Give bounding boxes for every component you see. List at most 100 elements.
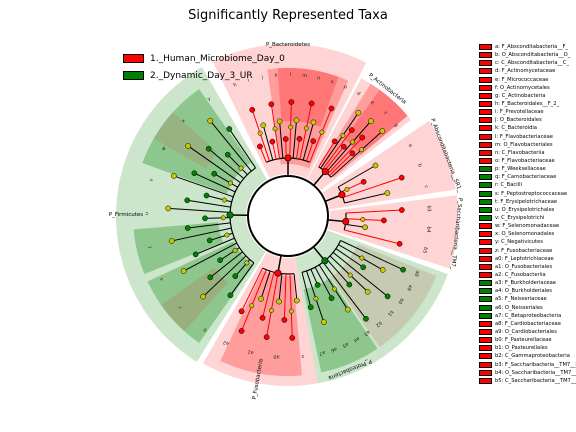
taxa-legend-entry: a3: F_Burkholderiaceae <box>479 279 576 287</box>
taxa-legend-label: b4: O_Saccharibacteria__TM7__O_ <box>495 369 576 376</box>
taxa-legend-swatch <box>479 206 492 213</box>
clade-sector <box>153 112 218 169</box>
taxa-legend-label: y: C_Negativicutes <box>495 239 543 246</box>
taxa-legend-swatch <box>479 288 492 295</box>
branch-line <box>270 104 280 159</box>
phylum-node <box>226 211 234 219</box>
clade-marker-letter: u <box>145 212 150 215</box>
taxa-legend-swatch <box>479 44 492 51</box>
taxa-legend-swatch <box>479 190 492 197</box>
class-legend: 1._Human_Microbiome_Day_0 2._Dynamic_Day… <box>123 50 285 84</box>
taxa-legend-swatch <box>479 280 492 287</box>
taxa-legend-label: x: O_Selenomonadales <box>495 231 555 238</box>
clade-marker-letter: p <box>343 85 348 91</box>
clade-marker-letter: m <box>302 74 308 80</box>
clade-sector <box>295 230 448 384</box>
branch-line <box>227 154 248 175</box>
clade-node <box>344 186 350 192</box>
clade-node <box>340 143 347 150</box>
clade-node <box>217 257 223 264</box>
clade-node <box>360 178 367 185</box>
clade-node <box>332 286 338 292</box>
taxa-legend-entry: a6: O_Neisseriales <box>479 304 576 312</box>
taxa-legend-label: b3: F_Saccharibacteria__TM7__F_ <box>495 361 576 368</box>
branch-line <box>327 137 363 175</box>
taxa-legend-entry: d: F_Actinomycetaceae <box>479 67 576 75</box>
branch-line <box>342 177 402 198</box>
clade-node <box>319 129 325 135</box>
taxa-legend-swatch <box>479 84 492 91</box>
clade-node <box>249 303 255 309</box>
phylum-node <box>321 168 329 176</box>
clade-node <box>362 224 369 231</box>
clade-node <box>203 192 210 199</box>
taxa-legend-entry: x: O_Selenomonadales <box>479 230 576 238</box>
clade-node <box>228 180 233 186</box>
branch-line <box>330 130 383 178</box>
clade-marker-letter: l <box>290 72 291 78</box>
taxa-legend-swatch <box>479 76 492 83</box>
branch-line <box>241 269 267 332</box>
taxa-legend-entry: y: C_Negativicutes <box>479 238 576 246</box>
taxa-legend-entry: s: F_Peptostreptococcaceae <box>479 190 576 198</box>
clade-node <box>359 255 365 261</box>
clade-node <box>205 145 212 152</box>
clade-marker-letter: b1 <box>386 309 395 318</box>
taxa-legend-entry: j: O_Bacteroidales <box>479 116 576 124</box>
clade-marker-letter: b4 <box>425 226 432 233</box>
clade-node <box>360 217 366 222</box>
taxa-legend-entry: b3: F_Saccharibacteria__TM7__F_ <box>479 360 576 368</box>
clade-marker-letter: a7 <box>318 349 325 356</box>
branch-line <box>322 129 353 170</box>
clade-marker-letter: i <box>247 78 250 84</box>
clade-node <box>249 107 256 113</box>
branch-line <box>322 261 367 320</box>
clade-marker-letter: s <box>159 276 165 281</box>
clade-node <box>272 126 278 132</box>
taxa-legend-swatch <box>479 231 492 238</box>
clade-node <box>224 151 231 158</box>
clade-marker-letter: a0 <box>273 353 279 359</box>
clade-node <box>227 292 234 299</box>
branch-line <box>213 173 238 188</box>
clade-marker-letter: a3 <box>363 329 371 337</box>
taxa-legend-entry: a0: F_Leptotrichiaceae <box>479 255 576 263</box>
clade-marker-letter: k <box>275 72 278 78</box>
clade-node <box>364 288 371 295</box>
taxa-legend-entry: a1: O_Fusobacteriales <box>479 263 576 271</box>
branch-line <box>285 139 287 159</box>
clade-sector <box>327 195 458 269</box>
clade-node <box>310 138 317 144</box>
clade-node <box>307 304 314 311</box>
clade-marker-letter: y <box>207 97 212 103</box>
taxa-legend-swatch <box>479 92 492 99</box>
clade-node <box>257 130 263 136</box>
branch-line <box>293 273 298 301</box>
clade-node <box>202 215 208 222</box>
branch-line <box>187 222 231 229</box>
taxa-legend-label: u: O_Erysipelotrichales <box>495 206 555 213</box>
clade-node <box>331 138 338 145</box>
phylum-node <box>338 191 346 199</box>
taxa-legend-label: n: C_Flavobacteriia <box>495 149 545 156</box>
branch-line <box>323 146 345 172</box>
branch-line <box>344 192 388 204</box>
branch-line <box>292 120 297 159</box>
taxa-legend-label: b1: O_Pasteurellales <box>495 345 548 352</box>
clade-marker-letter: v <box>149 178 155 182</box>
taxa-legend-swatch <box>479 247 492 254</box>
clade-node <box>238 165 244 171</box>
clade-marker-letter: g <box>393 123 399 129</box>
branch-line <box>296 138 300 159</box>
branch-line <box>271 141 277 160</box>
taxa-legend-entry: a: F_Absconditabacteria__F_ <box>479 43 576 51</box>
clade-node <box>328 295 335 302</box>
clade-node <box>379 267 386 273</box>
taxa-legend-label: j: O_Bacteroidales <box>495 117 542 124</box>
taxa-legend-label: o: F_Flavobacteriaceae <box>495 158 555 165</box>
clade-sector <box>331 244 437 348</box>
branch-line <box>301 272 312 308</box>
clade-node <box>400 266 406 273</box>
branch-line <box>183 242 237 272</box>
